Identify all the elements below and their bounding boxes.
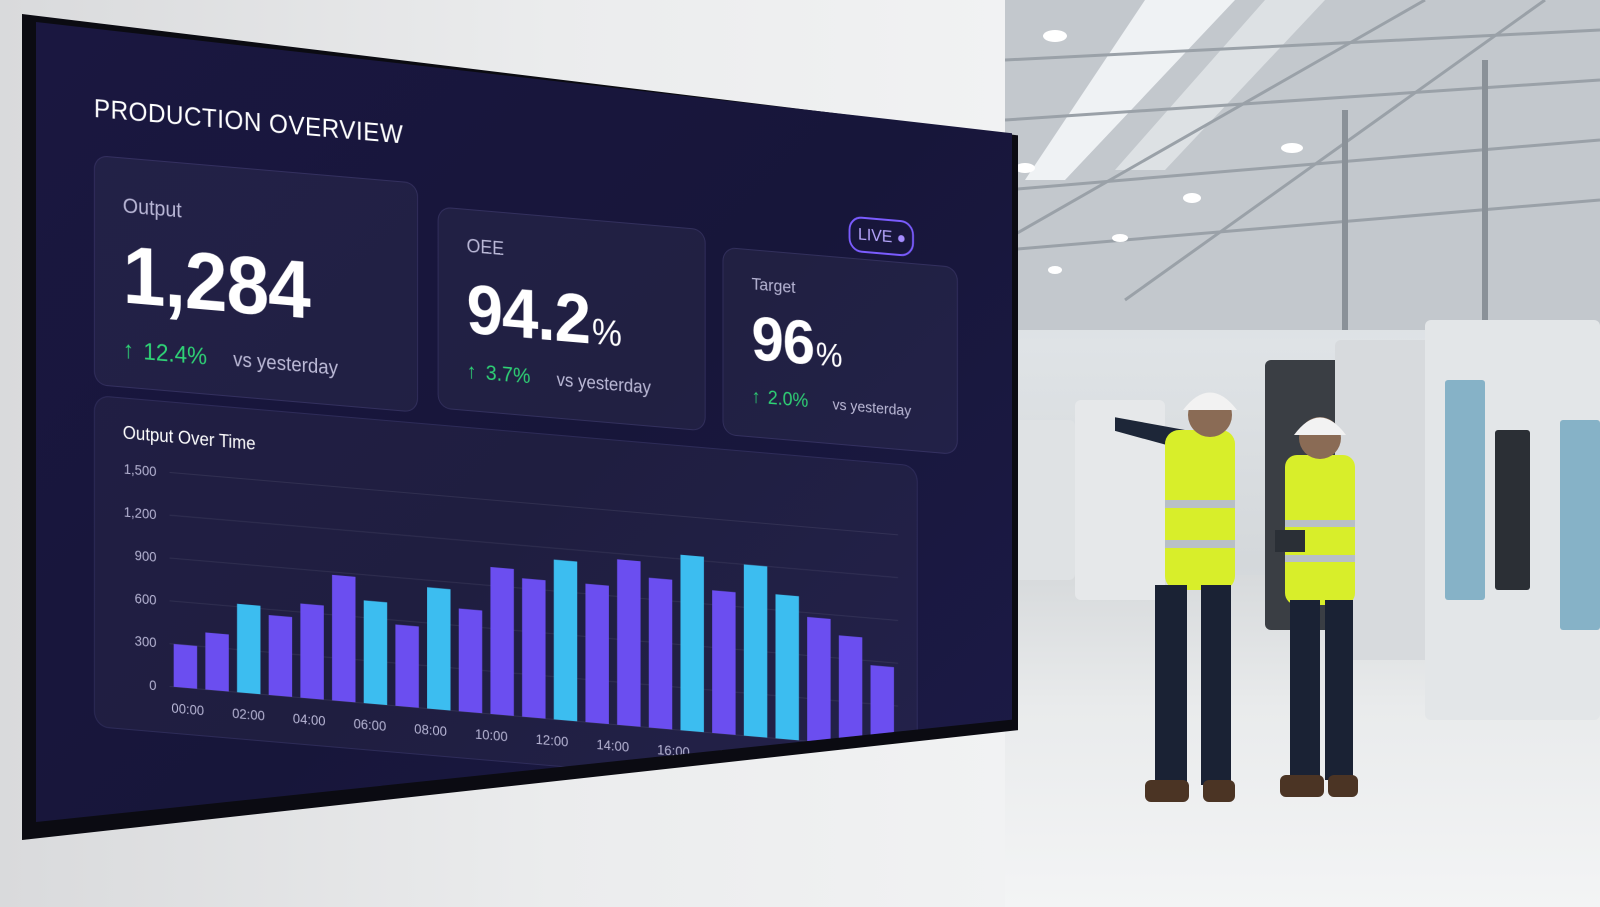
chart-bar bbox=[268, 615, 293, 697]
chart-bar bbox=[712, 590, 736, 735]
chart-bar bbox=[743, 564, 768, 738]
machine-window bbox=[1560, 420, 1600, 630]
kpi-label: Output bbox=[122, 194, 182, 223]
kpi-value: 94.2% bbox=[466, 269, 621, 359]
chart-bar bbox=[332, 574, 356, 703]
kpi-value: 96% bbox=[751, 304, 842, 379]
arrow-up-icon: ↑ bbox=[466, 359, 477, 384]
kpi-card-target[interactable]: Target 96% ↑ 2.0% vs yesterday bbox=[722, 246, 958, 455]
chart-bar bbox=[237, 603, 261, 695]
live-dot-icon bbox=[898, 234, 905, 242]
chart-bar bbox=[775, 594, 799, 741]
y-tick-label: 0 bbox=[149, 677, 156, 693]
live-badge[interactable]: LIVE bbox=[848, 215, 914, 258]
kpi-delta-value: 2.0% bbox=[767, 387, 809, 413]
worker-with-tablet bbox=[1275, 417, 1358, 797]
chart-bar bbox=[363, 600, 388, 706]
x-tick-label: 08:00 bbox=[414, 721, 447, 739]
kpi-label: Target bbox=[751, 274, 796, 298]
output-chart-card: Output Over Time 0 300 600 900 1,200 1,500 00:… bbox=[93, 394, 918, 798]
kpi-card-oee[interactable]: OEE 94.2% ↑ 3.7% vs yesterday bbox=[437, 206, 706, 432]
chart-bar bbox=[205, 632, 229, 692]
page-title: PRODUCTION OVERVIEW bbox=[93, 92, 404, 150]
gridline bbox=[169, 471, 899, 536]
kpi-compare-label: vs yesterday bbox=[832, 395, 912, 420]
gridline bbox=[169, 514, 899, 579]
kpi-card-output[interactable]: Output 1,284 ↑ 12.4% vs yesterday bbox=[93, 154, 419, 413]
arrow-up-icon: ↑ bbox=[751, 386, 761, 409]
chart-bar bbox=[300, 603, 324, 700]
y-tick-label: 1,200 bbox=[124, 504, 157, 522]
x-tick-label: 06:00 bbox=[354, 716, 387, 734]
y-tick-label: 1,500 bbox=[124, 461, 157, 479]
y-tick-label: 600 bbox=[135, 590, 157, 607]
kpi-delta: ↑ 2.0% vs yesterday bbox=[751, 386, 911, 422]
kpi-compare-label: vs yesterday bbox=[233, 348, 338, 380]
dashboard-screen: PRODUCTION OVERVIEW LIVE Output 1,284 ↑ … bbox=[36, 22, 1012, 822]
output-bar-chart: 0 300 600 900 1,200 1,500 00:00 02:00 04:00 06:00… bbox=[124, 461, 899, 776]
kpi-delta-value: 3.7% bbox=[485, 361, 531, 389]
x-tick-label: 02:00 bbox=[232, 705, 265, 723]
chart-bar bbox=[458, 608, 483, 714]
chart-bar bbox=[427, 587, 451, 711]
arrow-up-icon: ↑ bbox=[122, 336, 135, 365]
y-tick-label: 900 bbox=[135, 548, 157, 565]
chart-bar bbox=[680, 554, 704, 733]
chart-bar bbox=[490, 566, 514, 716]
chart-bar bbox=[617, 559, 641, 727]
chart-bar bbox=[173, 643, 198, 689]
machine-window bbox=[1445, 380, 1485, 600]
dashboard-content: PRODUCTION OVERVIEW LIVE Output 1,284 ↑ … bbox=[36, 22, 970, 822]
factory-background bbox=[1005, 0, 1600, 907]
x-tick-label: 12:00 bbox=[536, 731, 569, 749]
chart-bar bbox=[807, 616, 831, 744]
chart-bar bbox=[553, 559, 578, 722]
chart-bar bbox=[585, 583, 609, 725]
kpi-compare-label: vs yesterday bbox=[556, 369, 651, 398]
live-label: LIVE bbox=[857, 224, 893, 247]
x-tick-label: 00:00 bbox=[171, 700, 204, 718]
kpi-delta: ↑ 3.7% vs yesterday bbox=[467, 360, 651, 400]
y-tick-label: 300 bbox=[135, 633, 157, 650]
factory-ceiling bbox=[1005, 0, 1600, 330]
chart-bar bbox=[870, 665, 894, 749]
worker-pointing bbox=[1115, 392, 1237, 802]
chart-bar bbox=[838, 635, 863, 746]
x-tick-label: 14:00 bbox=[596, 737, 629, 755]
chart-bar bbox=[522, 578, 546, 719]
kpi-value: 1,284 bbox=[122, 229, 310, 337]
x-tick-label: 04:00 bbox=[293, 711, 326, 729]
chart-bar bbox=[395, 624, 419, 708]
chart-bar bbox=[648, 577, 673, 730]
kpi-label: OEE bbox=[466, 235, 505, 261]
kpi-delta: ↑ 12.4% vs yesterday bbox=[123, 336, 338, 382]
kpi-delta-value: 12.4% bbox=[143, 338, 207, 371]
x-tick-label: 10:00 bbox=[475, 726, 508, 744]
machine-control-panel bbox=[1495, 430, 1530, 590]
